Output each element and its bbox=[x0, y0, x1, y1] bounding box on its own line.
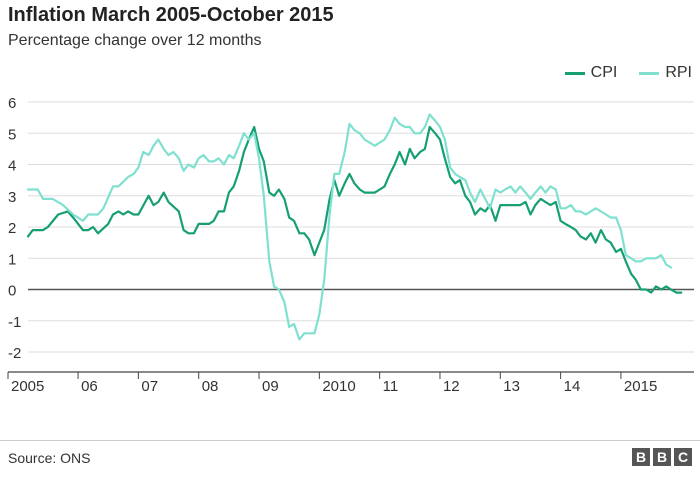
chart-subtitle: Percentage change over 12 months bbox=[8, 32, 262, 49]
source-note: Source: ONS bbox=[8, 450, 91, 466]
x-tick-label: 11 bbox=[383, 378, 399, 395]
y-tick-label: 5 bbox=[8, 126, 16, 143]
y-tick-label: 3 bbox=[8, 189, 16, 206]
legend-item-rpi: RPI bbox=[639, 64, 692, 82]
bbc-logo-letter: C bbox=[674, 448, 692, 466]
x-tick-label: 2010 bbox=[322, 378, 355, 395]
x-tick-label: 13 bbox=[503, 378, 520, 395]
y-tick-label: 1 bbox=[8, 251, 16, 268]
x-tick-label: 12 bbox=[443, 378, 460, 395]
y-tick-label: 6 bbox=[8, 95, 16, 112]
bbc-logo-letter: B bbox=[653, 448, 671, 466]
legend-label-rpi: RPI bbox=[665, 64, 692, 81]
y-tick-label: -2 bbox=[8, 345, 21, 362]
x-tick-label: 2005 bbox=[11, 378, 44, 395]
bbc-logo: B B C bbox=[629, 448, 692, 466]
x-tick-label: 07 bbox=[141, 378, 158, 395]
y-tick-label: 4 bbox=[8, 158, 16, 175]
x-tick-label: 14 bbox=[564, 378, 581, 395]
x-tick-label: 2015 bbox=[624, 378, 657, 395]
series-line-cpi bbox=[26, 125, 683, 294]
legend-item-cpi: CPI bbox=[564, 64, 618, 82]
chart-title: Inflation March 2005-October 2015 bbox=[8, 4, 334, 26]
legend-swatch-rpi bbox=[639, 71, 660, 75]
legend-swatch-cpi bbox=[564, 71, 585, 75]
chart-legend: CPI RPI bbox=[543, 64, 692, 82]
y-tick-label: 2 bbox=[8, 220, 16, 237]
y-tick-label: -1 bbox=[8, 314, 21, 331]
y-tick-label: 0 bbox=[8, 283, 16, 300]
bbc-logo-letter: B bbox=[632, 448, 650, 466]
series-line-rpi bbox=[26, 113, 673, 341]
x-tick-label: 08 bbox=[202, 378, 219, 395]
x-tick-label: 09 bbox=[262, 378, 279, 395]
legend-label-cpi: CPI bbox=[590, 64, 618, 81]
x-tick-label: 06 bbox=[81, 378, 98, 395]
footer-divider bbox=[0, 440, 700, 441]
